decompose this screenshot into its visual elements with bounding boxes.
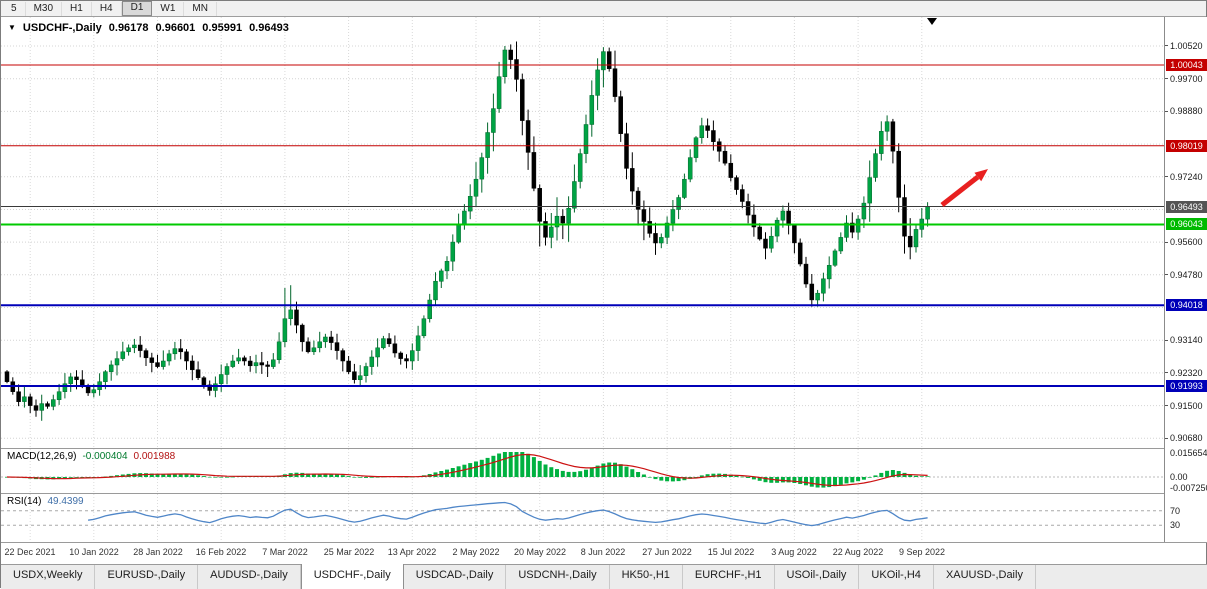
date-label: 28 Jan 2022	[133, 547, 183, 557]
price-axis-label: 0.94780	[1170, 269, 1203, 280]
price-axis-label: 0.90680	[1170, 433, 1203, 444]
symbol-tab-xauusd-[interactable]: XAUUSD-,Daily	[934, 565, 1036, 589]
timeframe-button-mn[interactable]: MN	[184, 1, 217, 16]
chart-dropdown-icon[interactable]: ▼	[8, 23, 16, 32]
macd-axis-label: 0.00	[1170, 472, 1188, 482]
date-axis[interactable]: 22 Dec 2021 10 Jan 2022 28 Jan 2022 16 Feb …	[1, 543, 1164, 564]
main-chart-canvas[interactable]	[1, 17, 1164, 448]
price-axis[interactable]: 1.00520 0.99700 0.98880 0.97240 0.95600 0.947…	[1164, 17, 1207, 542]
ohlc-high: 0.96601	[155, 22, 196, 34]
rsi-name: RSI(14)	[7, 496, 42, 507]
timeframe-button-h4[interactable]: H4	[92, 1, 122, 16]
symbol-tab-hk50-[interactable]: HK50-,H1	[610, 565, 683, 589]
date-label: 2 May 2022	[452, 547, 500, 557]
timeframe-toolbar: 5 M30 H1 H4 D1 W1 MN	[1, 1, 1206, 17]
grid	[1, 17, 1164, 448]
date-label: 22 Dec 2021	[4, 547, 56, 557]
macd-signal-line	[6, 453, 928, 487]
date-label: 22 Aug 2022	[832, 547, 884, 557]
axis-tick	[1165, 372, 1168, 374]
price-level-badge: 0.94018	[1166, 299, 1207, 312]
macd-main-value: -0.000404	[82, 451, 128, 462]
pane-separator	[1, 542, 1207, 543]
symbol-tab-audusd-[interactable]: AUDUSD-,Daily	[198, 565, 301, 589]
symbol-tab-usdcad-[interactable]: USDCAD-,Daily	[404, 565, 507, 589]
date-label: 7 Mar 2022	[262, 547, 308, 557]
date-label: 8 Jun 2022	[580, 547, 626, 557]
macd-axis-label: -0.007250	[1170, 483, 1207, 494]
timeframe-button-d1[interactable]: D1	[121, 1, 153, 16]
macd-name: MACD(12,26,9)	[7, 451, 77, 462]
date-label: 27 Jun 2022	[642, 547, 692, 557]
price-axis-label: 0.98880	[1170, 106, 1203, 117]
price-axis-label: 0.92320	[1170, 367, 1203, 378]
axis-tick	[1165, 176, 1168, 178]
macd-grid	[1, 449, 1164, 493]
trend-arrow[interactable]	[940, 169, 988, 207]
symbol-tabs-bar: USDX,Weekly EURUSD-,Daily AUDUSD-,Daily USD…	[1, 564, 1207, 589]
symbol-tab-eurusd-[interactable]: EURUSD-,Daily	[95, 565, 199, 589]
rsi-indicator-label: RSI(14) 49.4399	[7, 496, 84, 507]
macd-axis-label: 0.015654	[1170, 448, 1207, 459]
price-axis-label: 0.97240	[1170, 171, 1203, 182]
pane-separator[interactable]	[1, 448, 1207, 449]
axis-tick	[1165, 78, 1168, 80]
price-level-badge: 1.00043	[1166, 59, 1207, 71]
date-label: 25 Mar 2022	[323, 547, 375, 557]
timeframe-button-w1[interactable]: W1	[152, 1, 185, 16]
macd-histogram	[5, 452, 930, 488]
chart-header: ▼ USDCHF-,Daily 0.96178 0.96601 0.95991 …	[8, 22, 289, 34]
price-level-badge: 0.91993	[1166, 379, 1207, 392]
ohlc-low: 0.95991	[202, 22, 243, 34]
rsi-pane-canvas[interactable]	[1, 494, 1164, 542]
date-label: 10 Jan 2022	[69, 547, 119, 557]
rsi-grid	[1, 494, 1164, 542]
symbol-tab-usoil-[interactable]: USOil-,Daily	[775, 565, 860, 589]
timeframe-button-m30[interactable]: M30	[26, 1, 63, 16]
rsi-axis-label: 30	[1170, 520, 1181, 531]
date-label: 16 Feb 2022	[195, 547, 247, 557]
macd-pane-canvas[interactable]	[1, 449, 1164, 493]
axis-tick	[1165, 110, 1168, 112]
price-level-badge: 0.96043	[1166, 218, 1207, 231]
axis-tick	[1165, 45, 1168, 47]
pane-separator[interactable]	[1, 493, 1207, 494]
candlesticks	[4, 41, 930, 421]
rsi-axis-label: 70	[1170, 505, 1181, 516]
symbol-tab-usdcnh-[interactable]: USDCNH-,Daily	[506, 565, 610, 589]
symbol-tab-eurchf-[interactable]: EURCHF-,H1	[683, 565, 775, 589]
macd-signal-value: 0.001988	[133, 451, 176, 462]
price-axis-label: 0.99700	[1170, 73, 1203, 84]
price-axis-label: 0.95600	[1170, 237, 1203, 248]
axis-tick	[1165, 405, 1168, 407]
date-label: 3 Aug 2022	[771, 547, 817, 557]
date-label: 9 Sep 2022	[898, 547, 946, 557]
date-label: 13 Apr 2022	[387, 547, 437, 557]
price-level-badge: 0.98019	[1166, 139, 1207, 152]
symbol-tab-usdx[interactable]: USDX,Weekly	[1, 565, 96, 589]
timeframe-button-5[interactable]: 5	[3, 1, 26, 16]
price-axis-label: 0.93140	[1170, 335, 1203, 346]
symbol-tab-usdchf-[interactable]: USDCHF-,Daily	[300, 564, 404, 589]
macd-indicator-label: MACD(12,26,9) -0.000404 0.001988	[7, 451, 175, 462]
horizontal-level-lines[interactable]	[1, 64, 1164, 387]
ohlc-close: 0.96493	[249, 22, 289, 34]
date-label: 20 May 2022	[513, 547, 567, 557]
axis-tick	[1165, 274, 1168, 276]
rsi-line	[88, 501, 928, 527]
price-level-badge: 0.96493	[1166, 200, 1207, 213]
price-axis-label: 0.91500	[1170, 400, 1203, 411]
date-label: 15 Jul 2022	[707, 547, 755, 557]
price-axis-label: 1.00520	[1170, 40, 1203, 51]
chart-shift-marker-icon[interactable]	[927, 18, 937, 25]
timeframe-button-h1[interactable]: H1	[62, 1, 92, 16]
axis-tick	[1165, 437, 1168, 439]
rsi-value: 49.4399	[47, 496, 84, 507]
ohlc-open: 0.96178	[108, 22, 149, 34]
axis-tick	[1165, 241, 1168, 243]
symbol-tab-ukoil-[interactable]: UKOil-,H4	[859, 565, 934, 589]
axis-tick	[1165, 339, 1168, 341]
chart-symbol-label: USDCHF-,Daily	[22, 22, 102, 34]
